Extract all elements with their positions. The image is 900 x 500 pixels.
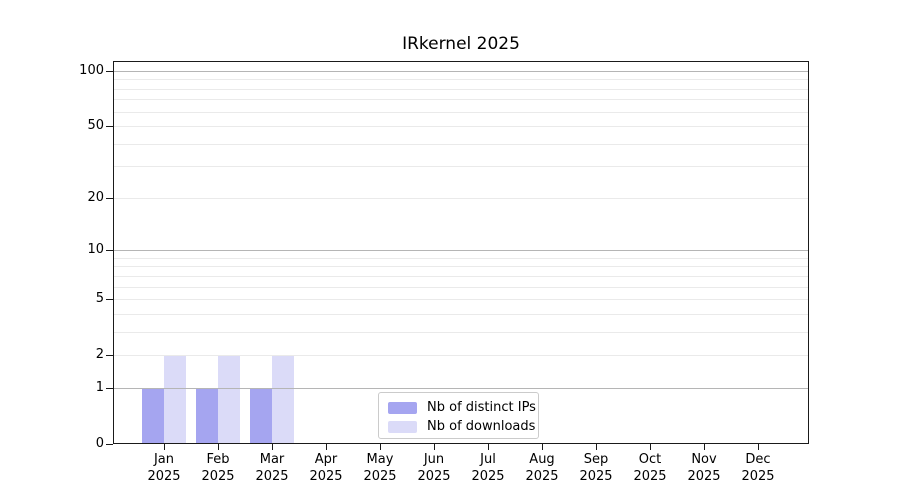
x-label-year: 2025 [417, 469, 451, 484]
bar-nb-of-downloads-jan [164, 355, 186, 444]
x-label-month: Mar [259, 452, 285, 467]
legend-label-downloads: Nb of downloads [427, 419, 536, 434]
x-label-month: Feb [206, 452, 230, 467]
x-label-month: Jul [480, 452, 496, 467]
x-tick-label-aug: Aug 2025 [512, 451, 572, 485]
y-tick-2 [106, 355, 113, 356]
x-tick-apr [326, 444, 327, 450]
minor-gridline-40 [114, 144, 808, 145]
y-tick-label-2: 2 [95, 347, 104, 362]
minor-gridline-2 [114, 355, 808, 356]
major-gridline-1 [114, 388, 808, 389]
bar-nb-of-downloads-mar [272, 355, 294, 444]
x-tick-label-oct: Oct 2025 [620, 451, 680, 485]
x-tick-nov [704, 444, 705, 450]
legend-swatch-downloads [388, 420, 417, 433]
x-tick-label-sep: Sep 2025 [566, 451, 626, 485]
minor-gridline-4 [114, 314, 808, 315]
minor-gridline-5 [114, 299, 808, 300]
legend: Nb of distinct IPs Nb of downloads [378, 392, 539, 439]
minor-gridline-8 [114, 266, 808, 267]
y-tick-1 [106, 388, 113, 389]
major-gridline-10 [114, 250, 808, 251]
x-label-month: Dec [745, 452, 771, 467]
x-tick-label-jun: Jun 2025 [404, 451, 464, 485]
x-tick-mar [272, 444, 273, 450]
x-tick-label-jan: Jan 2025 [134, 451, 194, 485]
bar-nb-of-distinct-ips-mar [250, 388, 272, 444]
x-tick-jul [488, 444, 489, 450]
y-tick-100 [106, 71, 113, 72]
minor-gridline-30 [114, 166, 808, 167]
x-label-year: 2025 [741, 469, 775, 484]
y-tick-label-1: 1 [95, 380, 104, 395]
x-label-month: May [366, 452, 394, 467]
x-tick-dec [758, 444, 759, 450]
y-tick-label-50: 50 [87, 118, 104, 133]
x-tick-oct [650, 444, 651, 450]
y-tick-10 [106, 250, 113, 251]
minor-gridline-6 [114, 287, 808, 288]
minor-gridline-90 [114, 79, 808, 80]
x-label-month: Oct [638, 452, 662, 467]
x-label-year: 2025 [579, 469, 613, 484]
x-label-month: Nov [691, 452, 717, 467]
chart-title: IRkernel 2025 [402, 34, 520, 54]
y-tick-0 [106, 444, 113, 445]
bar-nb-of-downloads-feb [218, 355, 240, 444]
x-tick-label-apr: Apr 2025 [296, 451, 356, 485]
x-label-year: 2025 [525, 469, 559, 484]
minor-gridline-20 [114, 198, 808, 199]
x-label-year: 2025 [363, 469, 397, 484]
x-tick-label-mar: Mar 2025 [242, 451, 302, 485]
y-tick-label-0: 0 [95, 436, 104, 451]
x-label-year: 2025 [471, 469, 505, 484]
y-tick-label-100: 100 [79, 63, 104, 78]
x-label-month: Aug [529, 452, 555, 467]
minor-gridline-60 [114, 112, 808, 113]
x-tick-feb [218, 444, 219, 450]
x-tick-label-nov: Nov 2025 [674, 451, 734, 485]
x-tick-label-dec: Dec 2025 [728, 451, 788, 485]
minor-gridline-80 [114, 89, 808, 90]
x-label-month: Apr [314, 452, 338, 467]
x-label-year: 2025 [633, 469, 667, 484]
y-tick-50 [106, 126, 113, 127]
x-label-year: 2025 [687, 469, 721, 484]
y-tick-label-10: 10 [87, 242, 104, 257]
legend-label-distinct-ips: Nb of distinct IPs [427, 400, 536, 415]
legend-entry-distinct-ips: Nb of distinct IPs [388, 398, 538, 417]
y-tick-5 [106, 299, 113, 300]
minor-gridline-3 [114, 332, 808, 333]
x-label-month: Sep [583, 452, 609, 467]
x-tick-sep [596, 444, 597, 450]
x-label-year: 2025 [201, 469, 235, 484]
x-tick-jan [164, 444, 165, 450]
y-tick-label-20: 20 [87, 190, 104, 205]
major-gridline-100 [114, 71, 808, 72]
x-tick-jun [434, 444, 435, 450]
x-label-year: 2025 [255, 469, 289, 484]
x-label-year: 2025 [147, 469, 181, 484]
legend-entry-downloads: Nb of downloads [388, 417, 538, 436]
x-tick-may [380, 444, 381, 450]
x-tick-label-jul: Jul 2025 [458, 451, 518, 485]
x-label-year: 2025 [309, 469, 343, 484]
minor-gridline-50 [114, 126, 808, 127]
y-tick-label-5: 5 [95, 291, 104, 306]
x-tick-label-feb: Feb 2025 [188, 451, 248, 485]
x-label-month: Jan [153, 452, 175, 467]
minor-gridline-7 [114, 276, 808, 277]
x-tick-label-may: May 2025 [350, 451, 410, 485]
bar-nb-of-distinct-ips-feb [196, 388, 218, 444]
legend-swatch-distinct-ips [388, 401, 417, 414]
bar-nb-of-distinct-ips-jan [142, 388, 164, 444]
y-tick-20 [106, 198, 113, 199]
minor-gridline-9 [114, 258, 808, 259]
x-tick-aug [542, 444, 543, 450]
x-label-month: Jun [423, 452, 445, 467]
minor-gridline-70 [114, 99, 808, 100]
